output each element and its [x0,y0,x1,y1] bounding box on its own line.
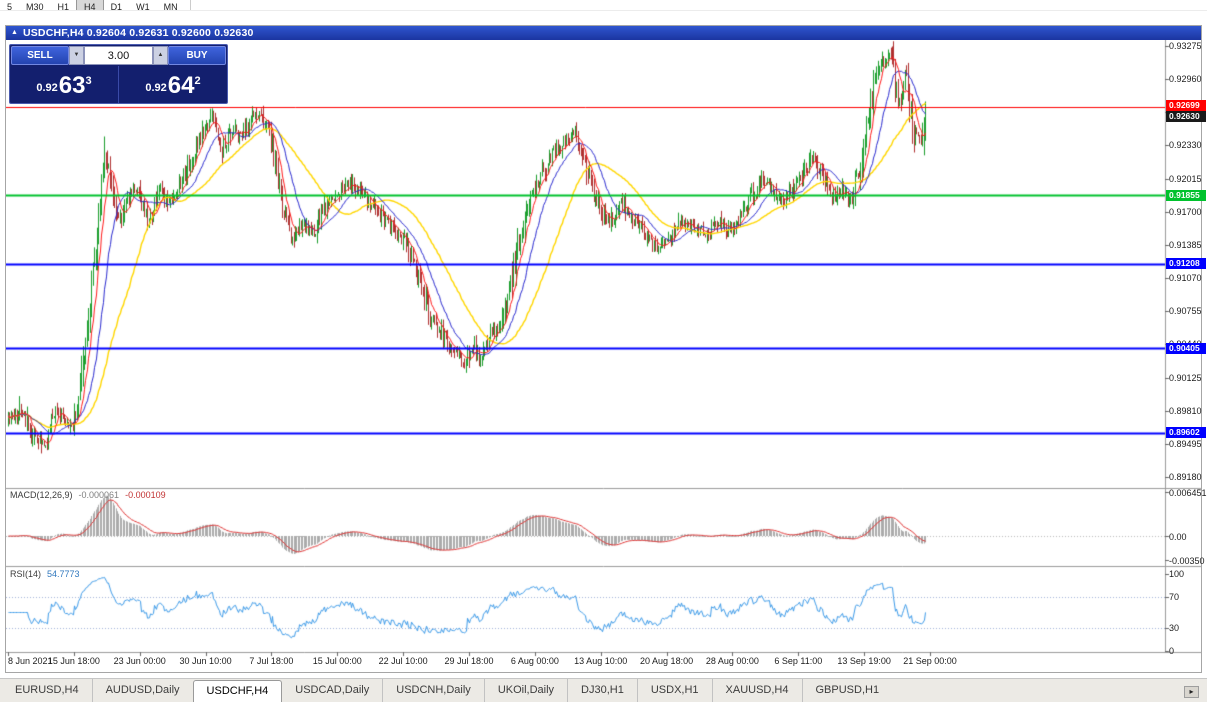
spin-up-icon: ▲ [157,52,164,58]
buy-price-point: 2 [194,75,201,87]
buy-price[interactable]: 0.92 64 2 [118,66,227,103]
sell-price[interactable]: 0.92 63 3 [10,66,118,103]
chart-tabs-bar: EURUSD,H4 AUDUSD,Daily USDCHF,H4 USDCAD,… [0,678,1207,702]
toolbar-separator [189,0,191,10]
rsi-name: RSI(14) [10,569,42,579]
chart-canvas[interactable] [6,40,1201,672]
chart-window-icon: ▲ [11,29,18,36]
macd-main-value: -0.000061 [78,490,120,500]
period-m30-button[interactable]: M30 [26,2,44,11]
chart-title: USDCHF,H4 0.92604 0.92631 0.92600 0.9263… [22,27,254,39]
macd-name: MACD(12,26,9) [10,490,73,500]
tab-usdcnh-daily[interactable]: USDCNH,Daily [382,679,484,702]
timeframe-toolbar: 5 M30 H1 H4 D1 W1 MN [0,0,1207,11]
period-w1-button[interactable]: W1 [136,2,150,11]
one-click-trading-panel: SELL ▼ ▲ BUY 0.92 63 3 0.92 64 2 [9,44,228,104]
tab-gbpusd-h1[interactable]: GBPUSD,H1 [801,679,893,702]
sell-price-pips: 63 [58,72,86,99]
rsi-value: 54.7773 [47,569,80,579]
macd-indicator-label: MACD(12,26,9) -0.000061 -0.000109 [10,490,166,500]
period-h4-button[interactable]: H4 [76,0,104,10]
tab-eurusd-h4[interactable]: EURUSD,H4 [15,684,79,696]
buy-price-pips: 64 [167,72,195,99]
rsi-indicator-label: RSI(14) 54.7773 [10,569,80,579]
tab-scroll-button[interactable]: ▸ [1184,686,1199,698]
spin-down-icon: ▼ [73,52,80,58]
tab-usdchf-h4[interactable]: USDCHF,H4 [192,680,283,702]
tab-ukoil-daily[interactable]: UKOil,Daily [483,679,567,702]
buy-button[interactable]: BUY [168,46,226,65]
period-h1-button[interactable]: H1 [57,2,70,11]
macd-signal-value: -0.000109 [125,490,166,500]
sell-button[interactable]: SELL [11,46,69,65]
tab-usdx-h1[interactable]: USDX,H1 [636,679,712,702]
sell-price-prefix: 0.92 [36,82,58,94]
volume-decrease-button[interactable]: ▼ [69,46,84,65]
one-click-order-row: SELL ▼ ▲ BUY [10,45,227,66]
tab-usdcad-daily[interactable]: USDCAD,Daily [295,684,370,696]
period-mn-button[interactable]: MN [163,2,178,11]
tab-xauusd-h4[interactable]: XAUUSD,H4 [711,679,802,702]
tab-dj30-h1[interactable]: DJ30,H1 [567,679,637,702]
one-click-price-row: 0.92 63 3 0.92 64 2 [10,66,227,103]
chart-window: ▲ USDCHF,H4 0.92604 0.92631 0.92600 0.92… [5,25,1202,673]
period-d1-button[interactable]: D1 [110,2,123,11]
tab-audusd-daily[interactable]: AUDUSD,Daily [91,679,193,702]
buy-price-prefix: 0.92 [145,82,167,94]
period-m5-button[interactable]: 5 [7,2,13,11]
volume-increase-button[interactable]: ▲ [153,46,168,65]
sell-price-point: 3 [85,75,92,87]
chart-title-bar[interactable]: ▲ USDCHF,H4 0.92604 0.92631 0.92600 0.92… [6,26,1201,40]
volume-input[interactable] [84,46,153,65]
